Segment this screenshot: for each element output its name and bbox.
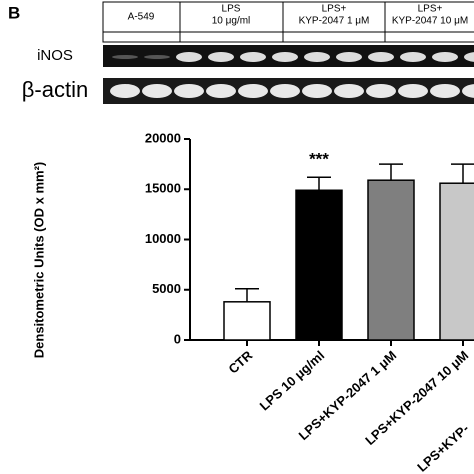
inos-band [176, 52, 202, 62]
actin-band [334, 84, 364, 98]
actin-band [398, 84, 428, 98]
bar [223, 301, 271, 341]
blot-header-label: 10 μg/ml [212, 16, 251, 27]
blot-header-label: KYP-2047 1 μM [299, 16, 370, 27]
inos-band [368, 52, 394, 62]
x-tick-label: CTR [225, 347, 255, 376]
y-tick-label: 10000 [145, 231, 181, 246]
actin-band [206, 84, 236, 98]
panel-label: B [8, 3, 20, 22]
inos-band [432, 52, 458, 62]
blot-header-label: LPS+ [322, 4, 347, 15]
blot-header-label: KYP-2047 10 μM [392, 16, 468, 27]
actin-band [366, 84, 396, 98]
blot-header-box [102, 1, 474, 43]
inos-band [112, 55, 138, 59]
y-tick-label: 5000 [152, 281, 181, 296]
bar [439, 182, 474, 341]
inos-band [464, 52, 474, 62]
actin-band [110, 84, 140, 98]
blot-header-label: LPS+ [418, 4, 443, 15]
x-tick-label: LPS 10 μg/ml [257, 348, 328, 414]
actin-band [462, 84, 474, 98]
bar [367, 179, 415, 341]
inos-band [304, 52, 330, 62]
actin-band [174, 84, 204, 98]
blot-row-label: β-actin [22, 77, 88, 102]
actin-band [142, 84, 172, 98]
inos-band [240, 52, 266, 62]
inos-band [336, 52, 362, 62]
y-axis-label: Densitometric Units (OD x mm²) [31, 162, 46, 358]
inos-band [144, 55, 170, 59]
inos-band [400, 52, 426, 62]
actin-band [430, 84, 460, 98]
actin-band [238, 84, 268, 98]
x-tick-label: LPS+KYP- [414, 421, 472, 474]
bar [295, 189, 343, 341]
y-tick-label: 15000 [145, 181, 181, 196]
inos-band [272, 52, 298, 62]
y-tick-label: 0 [174, 331, 181, 346]
y-tick-label: 20000 [145, 130, 181, 145]
blot-header-label: LPS [222, 4, 241, 15]
inos-band [208, 52, 234, 62]
actin-band [270, 84, 300, 98]
actin-band [302, 84, 332, 98]
blot-header-label: A-549 [128, 12, 155, 23]
significance: *** [309, 150, 329, 169]
blot-row-label: iNOS [37, 47, 73, 64]
